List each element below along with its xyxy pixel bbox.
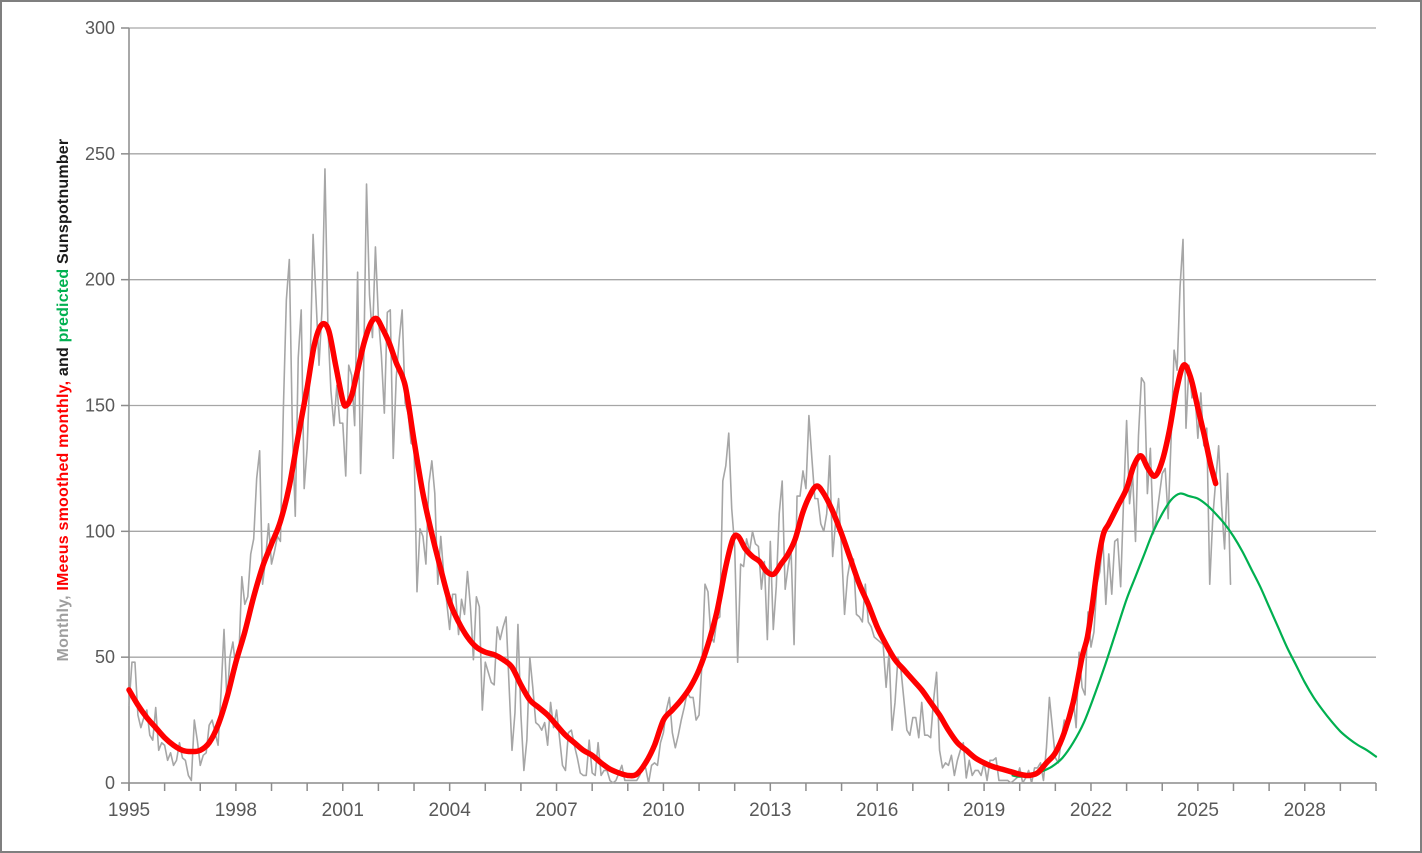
- x-tick-label-2001: 2001: [322, 800, 364, 821]
- y-tick-label-100: 100: [85, 521, 115, 541]
- y-title-segment-predicted: predicted: [55, 263, 72, 343]
- y-tick-label-300: 300: [85, 18, 115, 38]
- x-tick-label-2004: 2004: [429, 800, 472, 821]
- x-tick-label-2007: 2007: [535, 800, 577, 821]
- series-predicted: [1011, 492, 1378, 778]
- x-tick-label-2016: 2016: [856, 800, 898, 821]
- y-title-segment-and: and: [55, 342, 72, 377]
- y-axis-title-text: Monthly, IMeeus smoothed monthly, and pr…: [37, 139, 91, 690]
- y-tick-label-250: 250: [85, 144, 115, 164]
- x-tick-label-2028: 2028: [1284, 800, 1326, 821]
- x-tick-label-2019: 2019: [963, 800, 1005, 821]
- y-tick-label-50: 50: [95, 647, 115, 667]
- y-title-segment-monthly: Monthly,: [55, 590, 72, 662]
- y-title-segment-sunspotnumber: Sunspotnumber: [55, 138, 72, 264]
- x-tick-label-2025: 2025: [1177, 800, 1219, 821]
- x-tick-label-2022: 2022: [1070, 800, 1112, 821]
- y-tick-label-0: 0: [105, 773, 115, 793]
- x-tick-label-2010: 2010: [642, 800, 684, 821]
- series-smoothed: [126, 315, 1219, 779]
- y-title-segment-smoothed: IMeeus smoothed monthly,: [55, 376, 72, 591]
- series-monthly: [128, 168, 1232, 784]
- x-tick-label-2013: 2013: [749, 800, 791, 821]
- y-tick-label-200: 200: [85, 270, 115, 290]
- y-tick-label-150: 150: [85, 396, 115, 416]
- x-tick-label-1998: 1998: [215, 800, 257, 821]
- x-tick-label-1995: 1995: [108, 800, 150, 821]
